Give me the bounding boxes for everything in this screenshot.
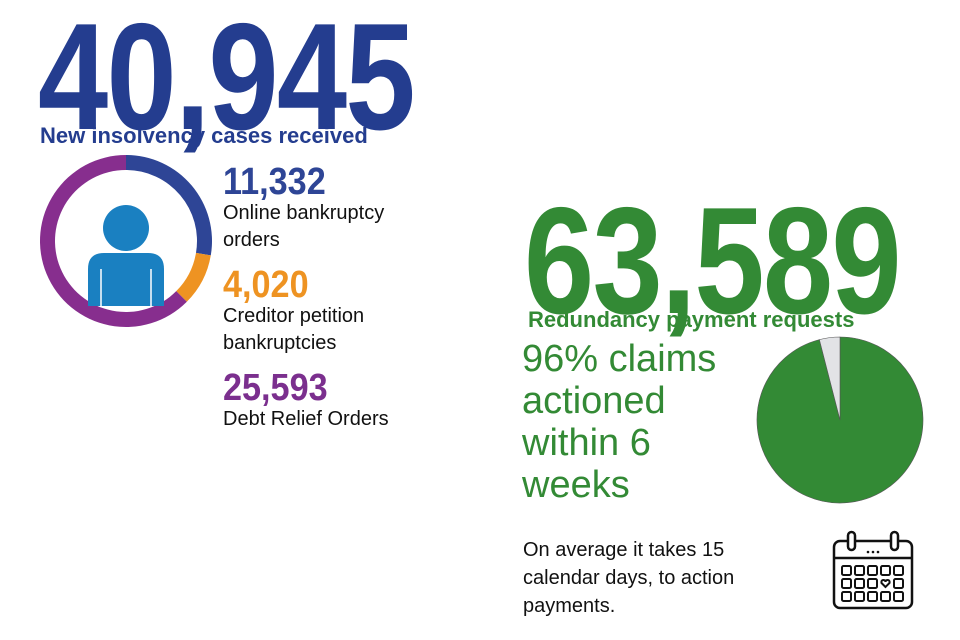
claims-line: weeks	[522, 464, 630, 506]
calendar-day	[867, 565, 878, 576]
claims-line: actioned	[522, 380, 666, 422]
insolvency-total-label: New insolvency cases received	[40, 123, 368, 148]
calendar-day	[893, 591, 904, 602]
claims-pie-chart	[756, 336, 924, 504]
claims-line: within 6	[522, 422, 651, 464]
pie-slice-other	[818, 336, 841, 421]
donut-segment-debt-relief-orders	[39, 155, 187, 327]
stat-value-online-bankruptcy: 11,332	[223, 161, 326, 203]
calendar-day	[880, 591, 891, 602]
calendar-icon	[832, 530, 914, 610]
claims-line: 96% claims	[522, 338, 717, 380]
calendar-day	[880, 565, 891, 576]
calendar-day	[841, 565, 852, 576]
insolvency-donut-chart	[39, 155, 212, 327]
stat-label-creditor-petition: Creditor petition	[223, 305, 365, 327]
calendar-day	[841, 591, 852, 602]
redundancy-total: 63,589	[524, 176, 902, 346]
stat-label-creditor-petition-2: bankruptcies	[223, 332, 337, 354]
heart-icon	[880, 578, 891, 589]
donut-segment-creditor-petition-bankruptcies	[176, 252, 211, 302]
average-text: On average it takes 15 calendar days, to…	[523, 536, 734, 620]
stat-label-online-bankruptcy: Online bankruptcy	[223, 202, 385, 224]
calendar-day	[893, 578, 904, 589]
calendar-day	[841, 578, 852, 589]
insolvency-total: 40,945	[38, 0, 416, 162]
stat-label-debt-relief: Debt Relief Orders	[223, 408, 389, 430]
calendar-day	[893, 565, 904, 576]
average-line: On average it takes 15	[523, 539, 725, 561]
stat-value-creditor-petition: 4,020	[223, 264, 309, 306]
stat-value-debt-relief: 25,593	[223, 367, 328, 409]
donut-segment-online-bankruptcy-orders	[126, 155, 212, 256]
calendar-day	[867, 591, 878, 602]
calendar-day	[854, 591, 865, 602]
claims-text: 96% claims actioned within 6 weeks	[522, 338, 716, 506]
stat-label-online-bankruptcy-2: orders	[223, 229, 280, 251]
calendar-day	[854, 578, 865, 589]
redundancy-total-label: Redundancy payment requests	[528, 307, 855, 332]
person-icon	[88, 205, 164, 306]
average-line: payments.	[523, 595, 616, 617]
average-line: calendar days, to action	[523, 567, 735, 589]
calendar-day	[854, 565, 865, 576]
calendar-day	[867, 578, 878, 589]
